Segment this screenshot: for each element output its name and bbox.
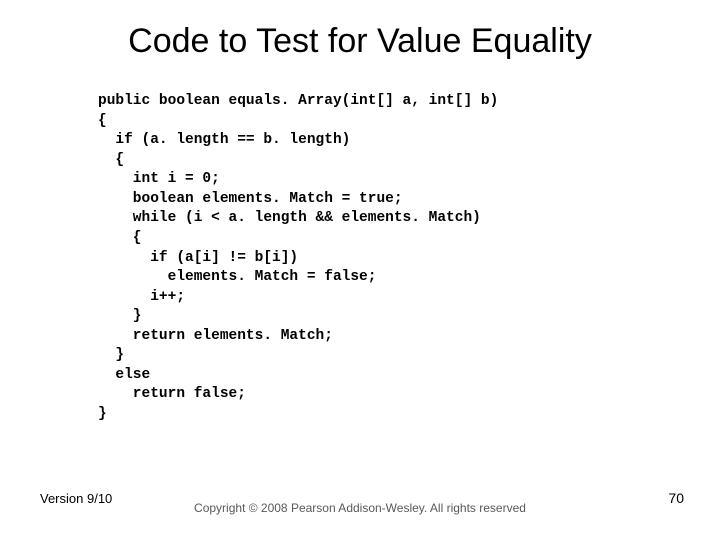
version-label: Version 9/10: [40, 491, 112, 506]
code-block: public boolean equals. Array(int[] a, in…: [98, 92, 498, 425]
copyright-text: Copyright © 2008 Pearson Addison-Wesley.…: [175, 501, 545, 516]
slide-title: Code to Test for Value Equality: [0, 22, 720, 61]
page-number: 70: [668, 490, 684, 506]
footer: Version 9/10 Copyright © 2008 Pearson Ad…: [0, 482, 720, 522]
slide-container: Code to Test for Value Equality public b…: [0, 0, 720, 540]
